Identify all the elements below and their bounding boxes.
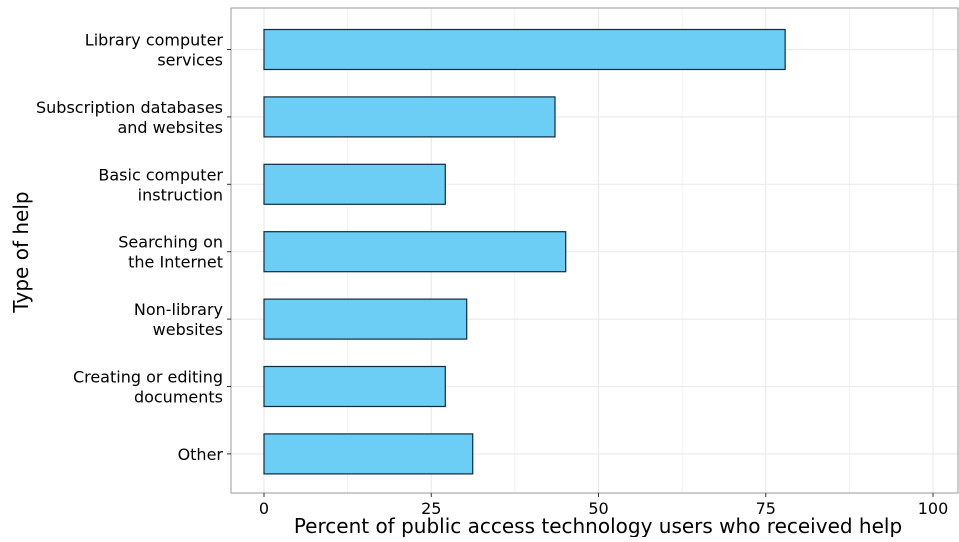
y-tick-label: Basic computer instruction [98, 165, 223, 204]
y-tick-label-line: the Internet [128, 253, 223, 272]
bar [263, 96, 556, 138]
y-tick-label: Library computer services [85, 31, 224, 70]
y-tick-label: Subscription databases and websites [36, 98, 223, 137]
y-tick-label-line: Subscription databases [36, 98, 223, 117]
x-tick-label: 50 [588, 499, 608, 518]
bar [263, 298, 468, 340]
bar [263, 231, 567, 273]
y-tick-label: Other [178, 445, 224, 464]
y-tick-label-line: Searching on [118, 233, 223, 252]
y-tick-label-line: Basic computer [98, 165, 223, 184]
y-tick-label-line: services [157, 51, 223, 70]
y-tick-label-line: instruction [138, 185, 223, 204]
bar [263, 365, 446, 408]
y-tick-label: Creating or editing documents [73, 368, 223, 407]
y-tick-label-line: Non-library [134, 300, 223, 319]
bar [263, 433, 474, 475]
x-tick-label: 100 [918, 499, 949, 518]
bar [263, 28, 786, 71]
y-axis-title: Type of help [9, 191, 33, 313]
y-tick-label: Searching on the Internet [118, 233, 223, 272]
panel-border [230, 7, 959, 494]
x-tick-label: 25 [421, 499, 441, 518]
y-tick-label-line: and websites [117, 118, 223, 137]
bar [263, 163, 446, 205]
y-tick-label-line: websites [153, 320, 223, 339]
y-axis: Library computer services Subscription dat… [36, 31, 231, 464]
y-tick-label-line: Creating or editing [73, 368, 223, 387]
x-axis-title: Percent of public access technology user… [294, 514, 902, 537]
x-tick-label: 75 [756, 499, 776, 518]
x-axis: 0 25 50 75 100 [259, 493, 948, 518]
y-tick-label-line: Other [178, 445, 224, 464]
y-tick-label-line: documents [134, 388, 223, 407]
y-tick-label-line: Library computer [85, 31, 224, 50]
bars [263, 28, 786, 475]
y-tick-label: Non-library websites [134, 300, 223, 339]
x-tick-label: 0 [259, 499, 269, 518]
